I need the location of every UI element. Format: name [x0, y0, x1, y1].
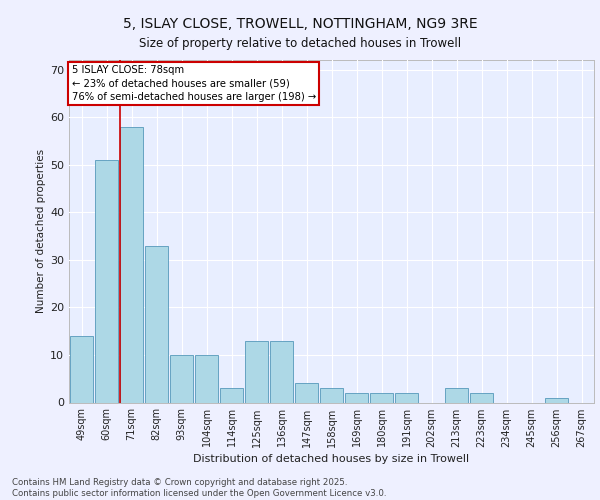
Bar: [269, 340, 293, 402]
Bar: [95, 160, 118, 402]
Bar: [395, 393, 418, 402]
Bar: [370, 393, 394, 402]
Bar: [70, 336, 94, 402]
Bar: [470, 393, 493, 402]
Text: Contains HM Land Registry data © Crown copyright and database right 2025.
Contai: Contains HM Land Registry data © Crown c…: [12, 478, 386, 498]
Bar: [119, 126, 143, 402]
Y-axis label: Number of detached properties: Number of detached properties: [36, 149, 46, 314]
Text: Size of property relative to detached houses in Trowell: Size of property relative to detached ho…: [139, 38, 461, 51]
Bar: [245, 340, 268, 402]
Bar: [295, 384, 319, 402]
Text: 5, ISLAY CLOSE, TROWELL, NOTTINGHAM, NG9 3RE: 5, ISLAY CLOSE, TROWELL, NOTTINGHAM, NG9…: [122, 18, 478, 32]
Bar: [170, 355, 193, 403]
Bar: [344, 393, 368, 402]
Bar: [320, 388, 343, 402]
Bar: [445, 388, 469, 402]
Text: 5 ISLAY CLOSE: 78sqm
← 23% of detached houses are smaller (59)
76% of semi-detac: 5 ISLAY CLOSE: 78sqm ← 23% of detached h…: [71, 65, 316, 102]
Bar: [545, 398, 568, 402]
Bar: [145, 246, 169, 402]
X-axis label: Distribution of detached houses by size in Trowell: Distribution of detached houses by size …: [193, 454, 470, 464]
Bar: [194, 355, 218, 403]
Bar: [220, 388, 244, 402]
